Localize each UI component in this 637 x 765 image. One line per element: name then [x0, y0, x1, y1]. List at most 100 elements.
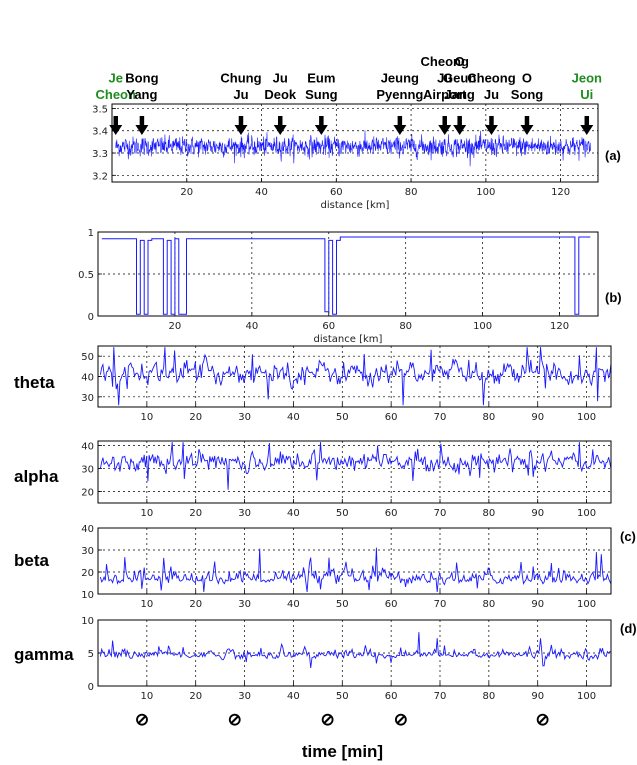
x-tick-label: 100 — [577, 599, 596, 610]
y-tick-label: 30 — [81, 546, 94, 557]
x-tick-label: 50 — [336, 508, 349, 519]
panel-theta: 10 20 30 40 50 60 70 80 90 100 30 40 50 theta — [14, 345, 612, 423]
station-arrow-head — [453, 125, 467, 135]
panel-beta: 10 20 30 40 50 60 70 80 90 100 10 20 30 40 beta — [14, 524, 612, 610]
x-tick-label: 70 — [434, 412, 447, 423]
x-tick-label: 120 — [550, 321, 569, 332]
plot-frame — [97, 527, 612, 595]
x-tick-label: 40 — [287, 691, 300, 702]
x-tick-label: 100 — [577, 508, 596, 519]
station-label: Pyenng — [376, 87, 423, 102]
x-tick-label: 10 — [140, 412, 153, 423]
station-label: Ju — [437, 71, 452, 86]
plot-frame — [111, 103, 599, 183]
station-arrow-head — [484, 125, 498, 135]
x-tick-label: 40 — [287, 599, 300, 610]
x-tick-label: 80 — [482, 412, 495, 423]
y-tick-label: 30 — [81, 465, 94, 476]
x-tick-label: 20 — [189, 691, 202, 702]
series-line — [115, 130, 591, 167]
x-tick-label: 60 — [385, 412, 398, 423]
station-arrow-head — [520, 125, 534, 135]
station-label: Jeung — [381, 71, 419, 86]
y-tick-label: 3.3 — [92, 149, 108, 160]
null-symbol: ⊘ — [535, 710, 549, 729]
x-tick-label: 20 — [189, 508, 202, 519]
null-symbol: ⊘ — [135, 710, 149, 729]
series-line — [99, 442, 612, 490]
x-tick-label: 70 — [434, 508, 447, 519]
time-axis-label: time [min] — [302, 742, 383, 761]
station-label: Yang — [126, 87, 157, 102]
station-arrow-head — [438, 125, 452, 135]
y-tick-label: 20 — [81, 568, 94, 579]
x-tick-label: 90 — [531, 508, 544, 519]
y-tick-label: 0 — [88, 682, 94, 693]
station-label: Song — [511, 87, 544, 102]
station-label: Chung — [220, 71, 261, 86]
station-arrow-head — [393, 125, 407, 135]
x-tick-label: 30 — [238, 412, 251, 423]
y-tick-label: 10 — [81, 616, 94, 627]
band-label-beta: beta — [14, 551, 50, 570]
panel-a: 20 40 60 80 100 120 3.2 3.3 3.4 3.5 distance [km] (… — [92, 54, 621, 211]
station-label: Airport — [423, 87, 467, 102]
x-tick-label: 80 — [399, 321, 412, 332]
x-tick-label: 90 — [531, 599, 544, 610]
null-symbol: ⊘ — [321, 710, 335, 729]
x-tick-label: 50 — [336, 599, 349, 610]
station-arrow-head — [580, 125, 594, 135]
x-tick-label: 40 — [287, 412, 300, 423]
x-tick-label: 100 — [473, 321, 492, 332]
x-tick-label: 60 — [385, 691, 398, 702]
x-tick-label: 80 — [482, 599, 495, 610]
series-line — [99, 632, 612, 669]
station-label: Jang — [445, 87, 475, 102]
x-tick-label: 80 — [482, 691, 495, 702]
station-label: Ju — [484, 87, 499, 102]
station-label: Ju — [233, 87, 248, 102]
x-axis-label: distance [km] — [314, 334, 383, 345]
station-label: O — [522, 71, 532, 86]
x-tick-label: 70 — [434, 599, 447, 610]
y-tick-label: 40 — [81, 442, 94, 453]
panel-label-c: (c) — [620, 529, 636, 544]
series-line — [101, 236, 591, 315]
station-label: Je — [109, 71, 123, 86]
x-tick-label: 60 — [322, 321, 335, 332]
x-tick-label: 10 — [140, 691, 153, 702]
x-tick-label: 80 — [482, 508, 495, 519]
x-tick-label: 30 — [238, 508, 251, 519]
x-tick-label: 10 — [140, 508, 153, 519]
x-tick-label: 60 — [330, 187, 343, 198]
x-tick-label: 90 — [531, 412, 544, 423]
x-tick-label: 40 — [245, 321, 258, 332]
x-tick-label: 50 — [336, 691, 349, 702]
station-label: Bong — [125, 71, 158, 86]
station-label: Cheon — [96, 87, 137, 102]
x-tick-label: 20 — [169, 321, 182, 332]
null-symbol: ⊘ — [394, 710, 408, 729]
x-tick-label: 30 — [238, 599, 251, 610]
station-arrow-head — [234, 125, 248, 135]
y-tick-label: 1 — [88, 228, 94, 239]
x-tick-label: 100 — [577, 412, 596, 423]
station-label: Eum — [307, 71, 335, 86]
x-tick-label: 100 — [577, 691, 596, 702]
panel-b: 20 40 60 80 100 120 0 0.5 1 distance [km] (b) — [78, 228, 622, 345]
band-label-alpha: alpha — [14, 467, 59, 486]
x-tick-label: 30 — [238, 691, 251, 702]
x-tick-label: 70 — [434, 691, 447, 702]
plot-area — [98, 528, 611, 594]
y-tick-label: 3.2 — [92, 171, 108, 182]
x-tick-label: 20 — [189, 412, 202, 423]
panel-label-a: (a) — [605, 148, 621, 163]
station-arrow-head — [314, 125, 328, 135]
station-label: Cheong — [467, 71, 515, 86]
y-tick-label: 50 — [81, 352, 94, 363]
plot-frame — [97, 619, 612, 687]
x-tick-label: 100 — [476, 187, 495, 198]
y-tick-label: 20 — [81, 488, 94, 499]
